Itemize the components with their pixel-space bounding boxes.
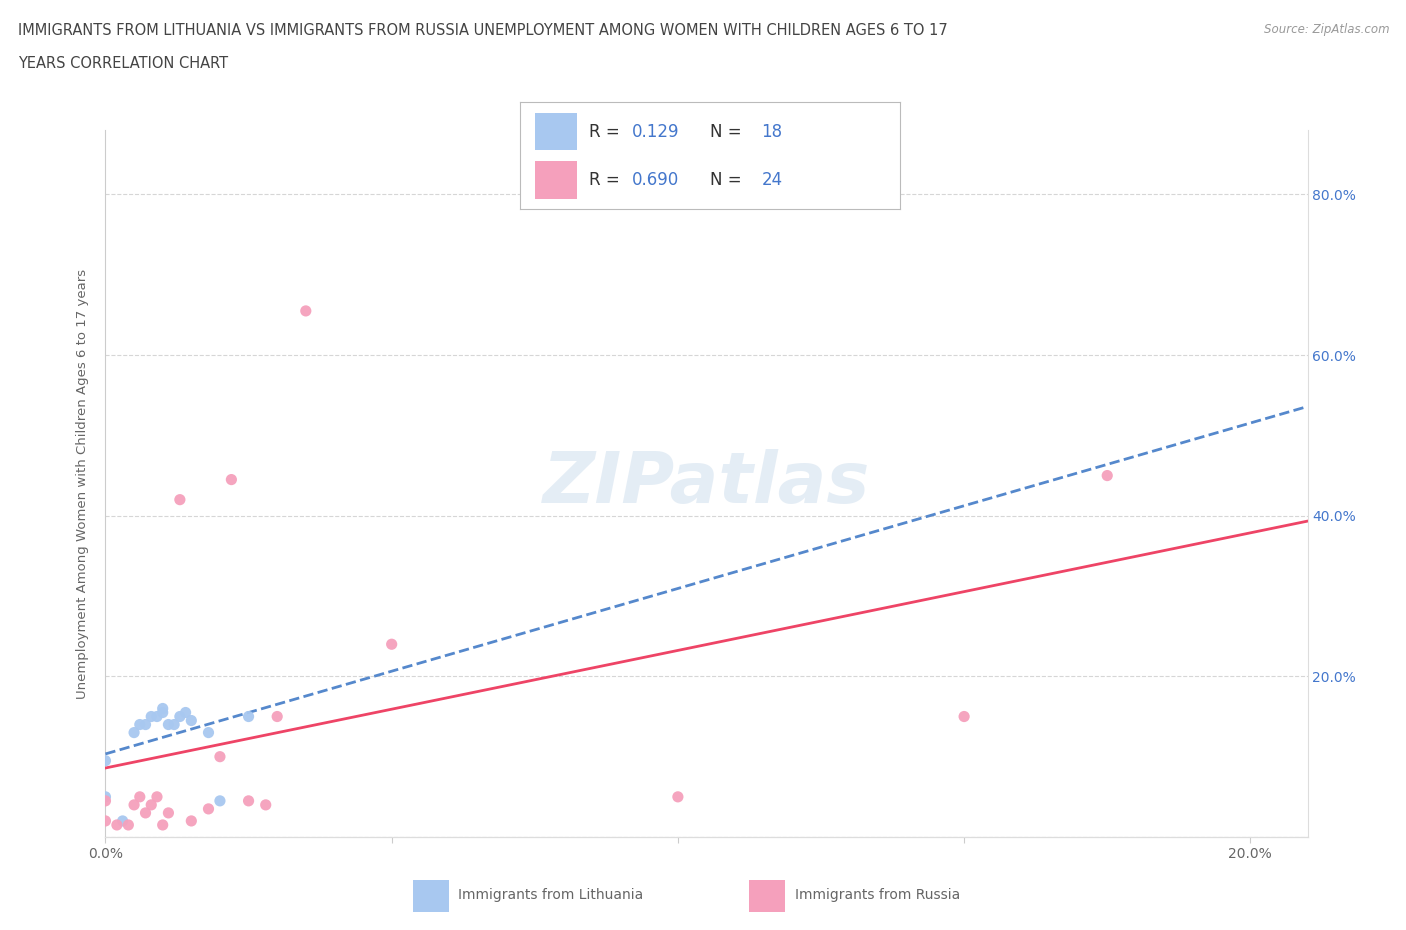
- Point: [94, 790, 117, 804]
- Point: [146, 709, 169, 724]
- Point: [163, 717, 186, 732]
- Point: [122, 725, 145, 740]
- Point: [152, 817, 174, 832]
- Point: [111, 814, 134, 829]
- Bar: [413, 880, 449, 911]
- Point: [180, 713, 202, 728]
- Text: 0.129: 0.129: [633, 123, 679, 140]
- Bar: [749, 880, 785, 911]
- Point: [238, 709, 260, 724]
- Bar: [536, 161, 578, 199]
- Point: [128, 717, 150, 732]
- Text: Immigrants from Russia: Immigrants from Russia: [794, 887, 960, 902]
- Point: [122, 797, 145, 812]
- Point: [221, 472, 243, 487]
- Text: 24: 24: [761, 171, 782, 189]
- Text: 0.690: 0.690: [633, 171, 679, 189]
- Point: [135, 805, 157, 820]
- Text: ZIPatlas: ZIPatlas: [543, 449, 870, 518]
- Point: [135, 717, 157, 732]
- Text: R =: R =: [589, 171, 624, 189]
- Point: [953, 709, 976, 724]
- Text: IMMIGRANTS FROM LITHUANIA VS IMMIGRANTS FROM RUSSIA UNEMPLOYMENT AMONG WOMEN WIT: IMMIGRANTS FROM LITHUANIA VS IMMIGRANTS …: [18, 23, 948, 38]
- Point: [197, 725, 219, 740]
- Point: [666, 790, 689, 804]
- Point: [208, 793, 231, 808]
- Point: [238, 793, 260, 808]
- Point: [295, 303, 318, 318]
- Point: [152, 705, 174, 720]
- Text: YEARS CORRELATION CHART: YEARS CORRELATION CHART: [18, 56, 228, 71]
- Point: [94, 753, 117, 768]
- Point: [94, 814, 117, 829]
- Text: Source: ZipAtlas.com: Source: ZipAtlas.com: [1264, 23, 1389, 36]
- Point: [381, 637, 404, 652]
- Text: Immigrants from Lithuania: Immigrants from Lithuania: [458, 887, 644, 902]
- Point: [157, 805, 180, 820]
- Y-axis label: Unemployment Among Women with Children Ages 6 to 17 years: Unemployment Among Women with Children A…: [76, 269, 90, 698]
- Point: [157, 717, 180, 732]
- Point: [208, 750, 231, 764]
- Text: N =: N =: [710, 123, 747, 140]
- Point: [146, 790, 169, 804]
- Point: [152, 701, 174, 716]
- Bar: [536, 113, 578, 151]
- Point: [180, 814, 202, 829]
- Point: [141, 797, 163, 812]
- Point: [169, 709, 191, 724]
- Text: R =: R =: [589, 123, 624, 140]
- Point: [254, 797, 277, 812]
- Point: [266, 709, 288, 724]
- Point: [117, 817, 139, 832]
- Text: N =: N =: [710, 171, 747, 189]
- Point: [174, 705, 197, 720]
- Point: [197, 802, 219, 817]
- Point: [169, 492, 191, 507]
- Point: [141, 709, 163, 724]
- Point: [105, 817, 128, 832]
- Text: 18: 18: [761, 123, 782, 140]
- Point: [94, 793, 117, 808]
- Point: [1095, 468, 1118, 483]
- Point: [128, 790, 150, 804]
